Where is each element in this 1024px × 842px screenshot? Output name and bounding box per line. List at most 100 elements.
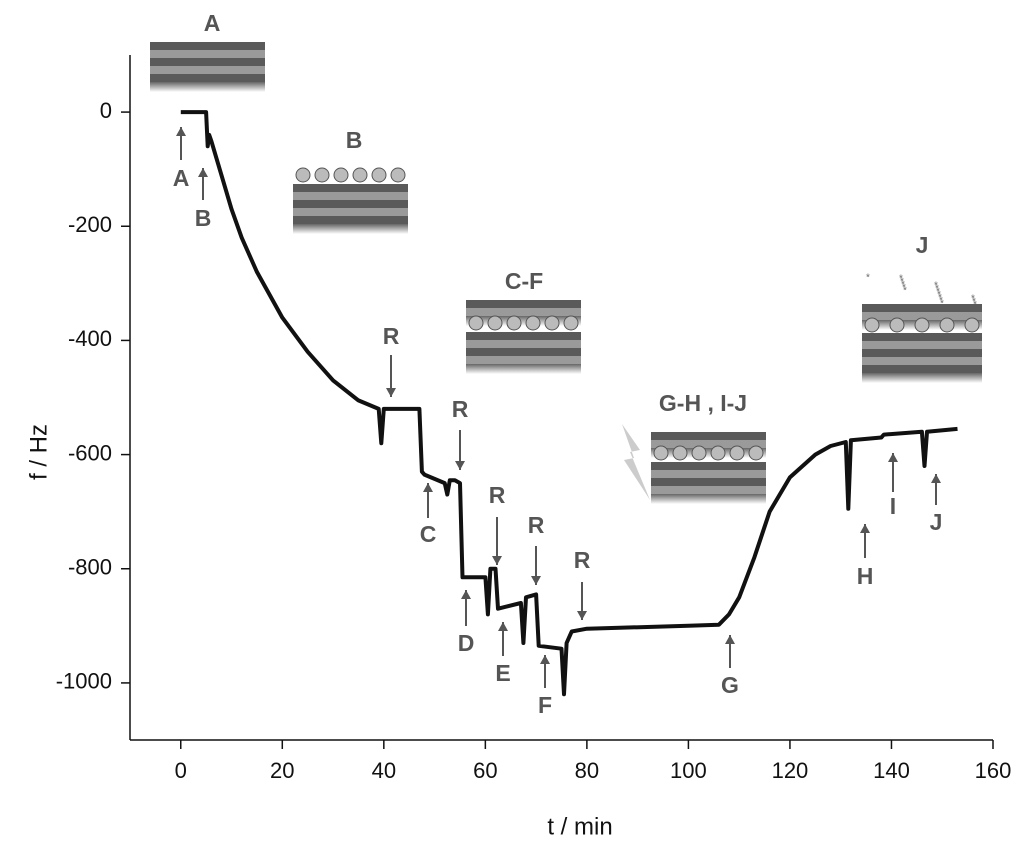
arrow-head	[931, 474, 941, 483]
layer	[862, 349, 982, 357]
layer	[651, 440, 766, 448]
particle	[544, 315, 560, 331]
layer	[466, 340, 581, 348]
star: *	[971, 294, 975, 305]
x-tick-label: 160	[975, 758, 1012, 783]
particle	[691, 445, 707, 461]
annotation: R	[452, 396, 469, 422]
star: *	[939, 296, 943, 307]
particle	[748, 445, 764, 461]
particle	[468, 315, 484, 331]
layer	[862, 333, 982, 341]
particle	[487, 315, 503, 331]
layer	[150, 74, 265, 82]
star: *	[901, 280, 905, 291]
annotation: E	[495, 660, 510, 686]
substrate	[150, 82, 265, 92]
annotation: R	[383, 323, 400, 349]
layer	[466, 348, 581, 356]
arrow-head	[540, 655, 550, 664]
arrow-head	[725, 635, 735, 644]
y-tick-label: 0	[100, 98, 112, 123]
particle	[333, 167, 349, 183]
layer	[651, 478, 766, 486]
particle	[964, 317, 980, 333]
layer	[293, 184, 408, 192]
layer	[862, 365, 982, 373]
annotation: J	[930, 509, 943, 535]
layer	[466, 332, 581, 340]
particle	[314, 167, 330, 183]
y-tick-label: -600	[68, 440, 112, 465]
particle	[672, 445, 688, 461]
arrow-head	[498, 622, 508, 631]
layer	[293, 200, 408, 208]
star: *	[902, 283, 906, 294]
particle	[352, 167, 368, 183]
substrate	[651, 448, 766, 458]
particle	[563, 315, 579, 331]
x-tick-label: 20	[270, 758, 294, 783]
annotation: R	[574, 547, 591, 573]
substrate	[293, 224, 408, 234]
x-tick-label: 0	[175, 758, 187, 783]
arrow-head	[492, 556, 502, 565]
x-tick-label: 60	[473, 758, 497, 783]
x-tick-label: 100	[670, 758, 707, 783]
particle	[525, 315, 541, 331]
annotation: F	[538, 692, 552, 718]
y-tick-label: -400	[68, 326, 112, 351]
layer	[150, 66, 265, 74]
particle	[390, 167, 406, 183]
inset-label: C-F	[505, 268, 543, 294]
inset-label: B	[346, 127, 363, 153]
star: *	[936, 287, 940, 298]
layer	[150, 50, 265, 58]
x-tick-label: 140	[873, 758, 910, 783]
particle	[729, 445, 745, 461]
substrate	[862, 373, 982, 383]
layer	[651, 462, 766, 470]
star: *	[866, 273, 870, 284]
annotation: I	[890, 493, 896, 519]
layer	[150, 42, 265, 50]
annotation: C	[420, 521, 437, 547]
annotation: R	[528, 512, 545, 538]
star: *	[899, 274, 903, 285]
y-axis-label: f / Hz	[25, 424, 52, 480]
layer	[862, 341, 982, 349]
star: *	[972, 297, 976, 308]
particle	[295, 167, 311, 183]
star: *	[935, 284, 939, 295]
particle	[371, 167, 387, 183]
layer	[862, 304, 982, 312]
layer	[293, 192, 408, 200]
y-tick-label: -200	[68, 212, 112, 237]
particle	[506, 315, 522, 331]
annotation: G	[721, 672, 739, 698]
star: *	[903, 286, 907, 297]
y-tick-label: -1000	[56, 669, 112, 694]
arrow-head	[531, 576, 541, 585]
arrow-head	[455, 461, 465, 470]
arrow-head	[176, 127, 186, 136]
layer	[293, 216, 408, 224]
annotation: R	[489, 482, 506, 508]
arrow-head	[423, 483, 433, 492]
arrow-head	[386, 388, 396, 397]
inset-label: A	[204, 10, 221, 36]
substrate	[466, 364, 581, 374]
star: *	[938, 293, 942, 304]
data-line	[180, 110, 958, 697]
particle	[710, 445, 726, 461]
annotation: A	[173, 165, 190, 191]
particle	[939, 317, 955, 333]
substrate	[466, 316, 581, 326]
substrate	[651, 494, 766, 504]
particle	[864, 317, 880, 333]
layer	[862, 312, 982, 320]
star: *	[900, 277, 904, 288]
star: *	[934, 281, 938, 292]
x-tick-label: 80	[575, 758, 599, 783]
